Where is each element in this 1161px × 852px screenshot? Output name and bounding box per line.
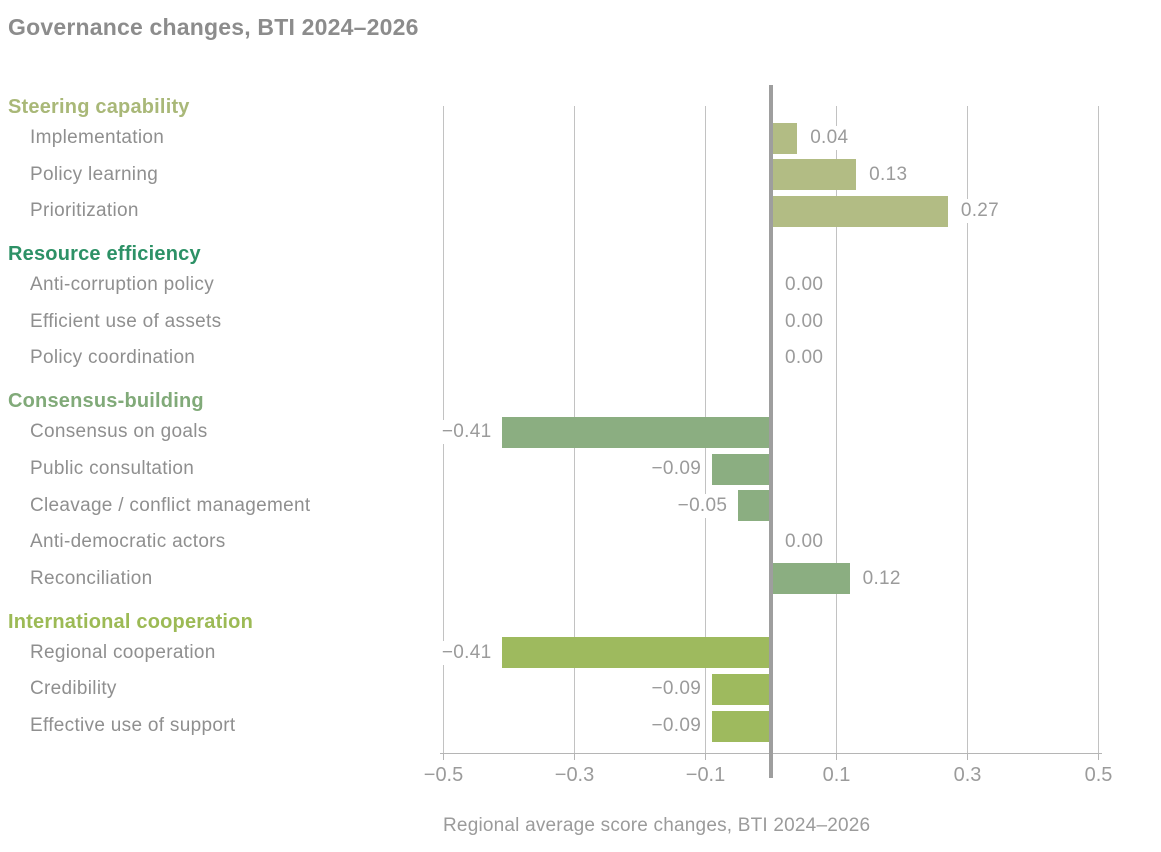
group-header: Resource efficiency — [8, 243, 201, 266]
item-label: Credibility — [30, 678, 117, 700]
item-label: Anti-democratic actors — [30, 531, 226, 553]
bar — [712, 710, 771, 742]
zero-baseline — [769, 85, 773, 778]
bar — [712, 453, 771, 485]
value-label: 0.13 — [866, 162, 911, 187]
item-label: Anti-corruption policy — [30, 274, 215, 296]
x-tick-label: −0.5 — [423, 764, 464, 786]
bar — [771, 195, 948, 227]
bar — [502, 416, 771, 448]
bar — [502, 637, 771, 669]
x-axis-title: Regional average score changes, BTI 2024… — [443, 815, 871, 836]
chart-title: Governance changes, BTI 2024–2026 — [8, 14, 419, 40]
item-label: Policy coordination — [30, 347, 196, 369]
value-label: 0.00 — [782, 309, 827, 334]
bar — [771, 122, 798, 154]
x-tick-label: −0.3 — [554, 764, 595, 786]
value-label: 0.04 — [807, 126, 852, 150]
x-tick-label: 0.5 — [1084, 764, 1113, 786]
bar — [771, 563, 850, 595]
value-label: 0.00 — [782, 530, 827, 555]
item-label: Cleavage / conflict management — [30, 494, 311, 516]
value-label: −0.05 — [674, 493, 731, 518]
gridline — [836, 106, 837, 753]
value-label: 0.27 — [957, 199, 1003, 224]
group-header: Steering capability — [8, 96, 190, 118]
value-label: −0.09 — [648, 714, 705, 738]
x-tick — [705, 753, 706, 760]
value-label: 0.00 — [782, 273, 827, 298]
x-tick-label: 0.1 — [822, 764, 851, 786]
group-header: International cooperation — [8, 610, 254, 633]
gridline — [967, 106, 968, 753]
item-label: Policy learning — [30, 163, 159, 185]
x-tick — [836, 753, 837, 760]
bar — [771, 159, 857, 191]
x-tick-label: −0.1 — [685, 764, 726, 786]
value-label: −0.09 — [648, 457, 705, 481]
group-header: Consensus-building — [8, 390, 204, 413]
x-tick — [574, 753, 575, 760]
value-label: −0.41 — [438, 640, 495, 665]
item-label: Public consultation — [30, 458, 195, 479]
bar — [712, 673, 771, 705]
item-label: Reconciliation — [30, 567, 153, 589]
item-label: Regional cooperation — [30, 641, 216, 663]
x-tick-label: 0.3 — [953, 764, 982, 786]
bar — [738, 490, 771, 522]
value-label: −0.09 — [648, 677, 705, 702]
x-tick — [967, 753, 968, 760]
x-tick — [443, 753, 444, 760]
gridline — [1098, 106, 1099, 753]
value-label: 0.12 — [859, 566, 904, 591]
item-label: Implementation — [30, 127, 165, 148]
value-label: 0.00 — [782, 346, 827, 371]
value-label: −0.41 — [438, 420, 495, 445]
item-label: Consensus on goals — [30, 421, 208, 443]
item-label: Prioritization — [30, 200, 139, 222]
item-label: Efficient use of assets — [30, 310, 222, 332]
x-tick — [1098, 753, 1099, 760]
item-label: Effective use of support — [30, 715, 236, 736]
